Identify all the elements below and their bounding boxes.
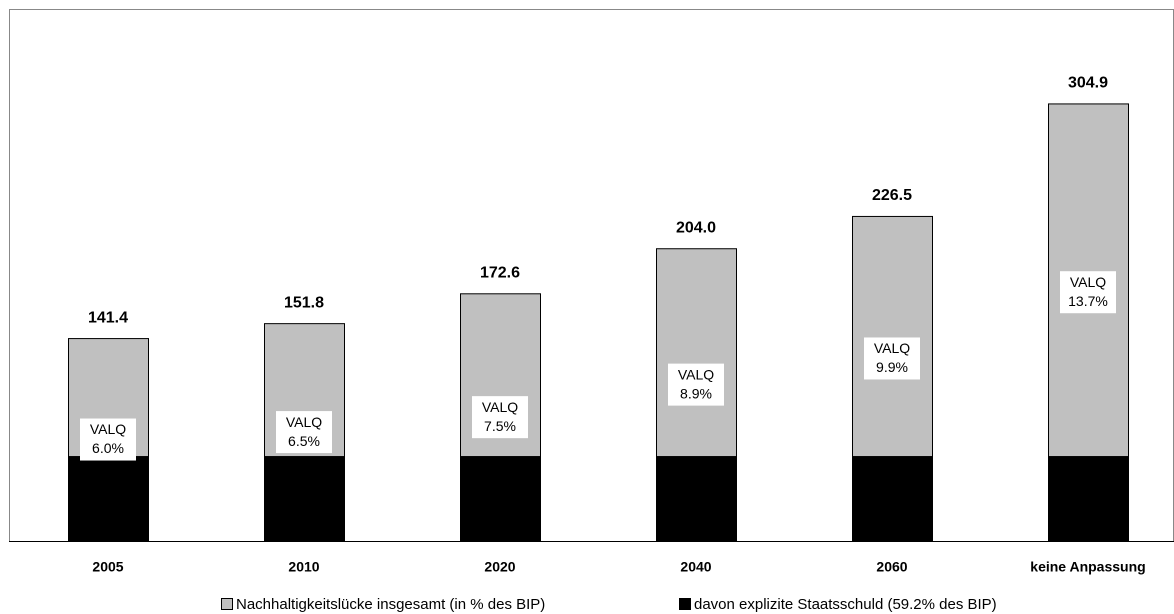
x-tick-label: 2005 — [92, 559, 123, 575]
legend-label: Nachhaltigkeitslücke insgesamt (in % des… — [236, 596, 545, 613]
annotation: VALQ — [90, 421, 126, 437]
annotation: VALQ — [678, 366, 714, 382]
annotation-box — [668, 363, 724, 406]
annotation: 6.5% — [288, 433, 320, 449]
bar — [656, 456, 737, 543]
bar — [68, 456, 149, 543]
plot-frame — [9, 9, 1174, 541]
x-tick-label: 2040 — [680, 559, 711, 575]
annotation: VALQ — [1070, 274, 1106, 290]
bar — [1048, 456, 1129, 543]
annotation-box — [864, 337, 920, 380]
annotation: 13.7% — [1068, 293, 1108, 309]
value-label: 141.4 — [88, 309, 128, 326]
legend-swatch — [679, 598, 691, 610]
bar — [264, 456, 345, 543]
legend-swatch — [221, 598, 233, 610]
value-label: 204.0 — [676, 219, 716, 236]
legend-label: davon explizite Staatsschuld (59.2% des … — [694, 596, 997, 613]
value-label: 172.6 — [480, 265, 520, 282]
annotation-box — [472, 396, 528, 439]
value-label: 226.5 — [872, 187, 912, 204]
x-tick-label: keine Anpassung — [1030, 559, 1145, 575]
x-tick-label: 2010 — [288, 559, 319, 575]
annotation: 8.9% — [680, 385, 712, 401]
annotation: 7.5% — [484, 418, 516, 434]
bar — [460, 456, 541, 543]
annotation: VALQ — [286, 414, 322, 430]
annotation: 6.0% — [92, 440, 124, 456]
value-label: 151.8 — [284, 294, 324, 311]
annotation-box — [80, 418, 136, 461]
annotation: VALQ — [874, 340, 910, 356]
value-label: 304.9 — [1068, 75, 1108, 92]
annotation-box — [1060, 271, 1116, 314]
annotation: VALQ — [482, 399, 518, 415]
bar — [852, 456, 933, 543]
x-tick-label: 2020 — [484, 559, 515, 575]
annotation-box — [276, 411, 332, 454]
x-tick-label: 2060 — [876, 559, 907, 575]
annotation: 9.9% — [876, 359, 908, 375]
